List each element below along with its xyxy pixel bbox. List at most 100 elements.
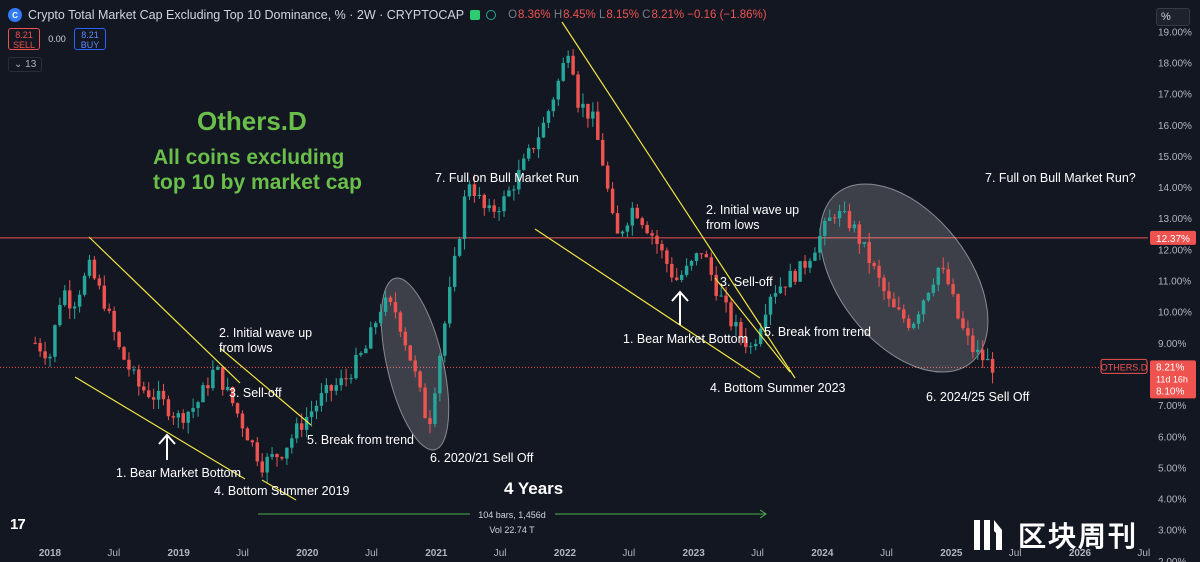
candle-body bbox=[546, 111, 551, 123]
candle-body bbox=[452, 255, 457, 287]
candle-body bbox=[72, 306, 77, 309]
candle-body bbox=[566, 55, 570, 63]
candle-body bbox=[936, 267, 941, 285]
candle-body bbox=[862, 242, 866, 244]
c1-selloff-label: 3. Sell-off bbox=[229, 386, 282, 400]
candle-body bbox=[502, 196, 506, 212]
candle-body bbox=[472, 184, 477, 197]
candle-body bbox=[142, 386, 146, 391]
candles bbox=[33, 49, 995, 483]
measure-bars-text: 104 bars, 1,456d bbox=[478, 510, 546, 520]
candle-body bbox=[877, 265, 881, 278]
candle-body bbox=[827, 217, 832, 221]
c2-break-trend-label: 5. Break from trend bbox=[764, 325, 871, 339]
candle-body bbox=[393, 302, 398, 313]
candle-body bbox=[926, 292, 931, 301]
candle-body bbox=[526, 148, 531, 159]
candle-body bbox=[694, 253, 699, 262]
candle-body bbox=[976, 349, 980, 353]
c1-bottom-summer-label: 4. Bottom Summer 2019 bbox=[214, 484, 350, 498]
chart-header: C Crypto Total Market Cap Excluding Top … bbox=[8, 6, 767, 24]
cryptocap-logo-icon: C bbox=[8, 8, 22, 22]
low-price-text: 8.10% bbox=[1156, 386, 1184, 397]
candle-body bbox=[847, 211, 852, 229]
c2-initial-wave-label: 2. Initial wave up from lows bbox=[706, 203, 800, 232]
y-tick-label: 4.00% bbox=[1158, 495, 1186, 506]
candle-body bbox=[709, 257, 714, 275]
candle-body bbox=[477, 194, 482, 197]
candle-body bbox=[112, 310, 116, 333]
trendline bbox=[74, 376, 246, 480]
c1-bull-run-label: 7. Full on Bull Market Run bbox=[435, 171, 579, 185]
resistance-price-tag bbox=[1150, 230, 1196, 245]
candle-body bbox=[892, 298, 896, 308]
candle-body bbox=[176, 413, 181, 418]
candle-body bbox=[319, 393, 324, 406]
candle-body bbox=[492, 205, 496, 212]
candle-body bbox=[220, 367, 225, 390]
sell-button[interactable]: 8.21 SELL bbox=[8, 28, 40, 50]
candle-body bbox=[507, 190, 511, 197]
candle-body bbox=[980, 349, 985, 361]
c2-bull-run-label: 7. Full on Bull Market Run? bbox=[985, 171, 1136, 185]
trendline bbox=[534, 228, 761, 379]
candle-body bbox=[714, 274, 718, 296]
candle-body bbox=[867, 242, 871, 264]
candle-body bbox=[255, 442, 259, 462]
symbol-tag bbox=[1100, 358, 1148, 374]
y-tick-label: 6.00% bbox=[1158, 432, 1186, 443]
candle-body bbox=[823, 220, 827, 236]
candle-body bbox=[793, 270, 797, 282]
candle-body bbox=[724, 295, 728, 303]
candle-body bbox=[798, 261, 802, 282]
buy-button[interactable]: 8.21 BUY bbox=[74, 28, 106, 50]
trendline bbox=[219, 347, 312, 426]
y-tick-label: 2.00% bbox=[1158, 557, 1186, 562]
x-tick-label: 2021 bbox=[425, 548, 448, 559]
symbol-title[interactable]: Crypto Total Market Cap Excluding Top 10… bbox=[28, 8, 465, 22]
candle-body bbox=[438, 355, 442, 394]
candle-body bbox=[675, 277, 679, 280]
ohlc-change: −0.16 (−1.86%) bbox=[687, 9, 767, 21]
candle-body bbox=[729, 302, 733, 327]
candle-body bbox=[586, 103, 590, 119]
four-years-label: 4 Years bbox=[504, 479, 564, 498]
candle-body bbox=[260, 461, 264, 473]
candle-body bbox=[324, 385, 329, 394]
x-tick-label: Jul bbox=[365, 548, 378, 559]
candle-body bbox=[753, 343, 758, 347]
candle-body bbox=[591, 111, 595, 119]
headline-subtitle-2: top 10 by market cap bbox=[153, 171, 362, 194]
percent-scale-button[interactable]: % bbox=[1156, 8, 1190, 26]
candle-body bbox=[645, 224, 649, 234]
x-tick-label: Jul bbox=[494, 548, 507, 559]
trendline bbox=[88, 236, 241, 384]
symbol-tag-text: OTHERS.D bbox=[1101, 362, 1148, 372]
y-tick-label: 19.00% bbox=[1158, 27, 1192, 38]
candle-body bbox=[971, 335, 975, 353]
candle-body bbox=[299, 423, 304, 430]
candle-body bbox=[388, 297, 393, 303]
candle-body bbox=[615, 213, 620, 234]
x-tick-label: Jul bbox=[622, 548, 635, 559]
x-tick-label: Jul bbox=[880, 548, 893, 559]
flag-icon[interactable] bbox=[470, 10, 481, 20]
c2-bottom-arrow bbox=[671, 290, 689, 325]
candle-body bbox=[457, 238, 462, 256]
indicators-toggle[interactable]: ⌄ 13 bbox=[8, 57, 43, 72]
c1-selloff-2021-label: 6. 2020/21 Sell Off bbox=[430, 451, 534, 465]
candle-body bbox=[679, 274, 684, 280]
candle-body bbox=[373, 323, 378, 328]
candle-body bbox=[902, 309, 906, 319]
time-axis-bg bbox=[0, 545, 1148, 562]
candle-body bbox=[408, 345, 412, 361]
candle-body bbox=[581, 103, 585, 108]
measure-label-bg bbox=[470, 508, 555, 521]
c2-bottom-summer-label: 4. Bottom Summer 2023 bbox=[710, 381, 846, 395]
tradingview-logo[interactable]: 17 bbox=[10, 516, 26, 533]
candle-body bbox=[290, 438, 294, 448]
candle-body bbox=[428, 418, 432, 425]
candle-body bbox=[897, 307, 901, 310]
measure-vol-text: Vol 22.74 T bbox=[489, 525, 535, 535]
